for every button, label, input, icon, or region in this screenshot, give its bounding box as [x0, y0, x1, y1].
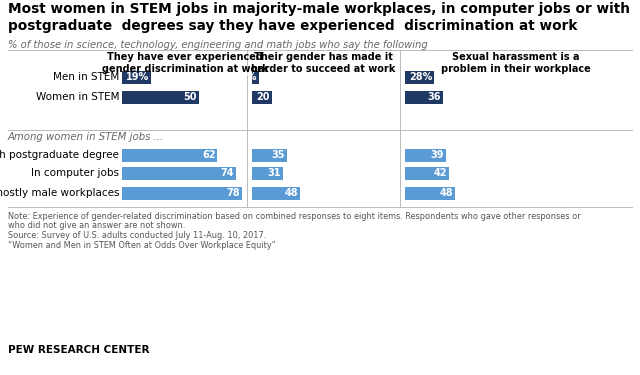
Text: Source: Survey of U.S. adults conducted July 11-Aug. 10, 2017.: Source: Survey of U.S. adults conducted … — [8, 231, 266, 240]
Text: who did not give an answer are not shown.: who did not give an answer are not shown… — [8, 222, 185, 231]
Text: 36: 36 — [428, 92, 441, 102]
Text: 39: 39 — [431, 150, 444, 160]
FancyBboxPatch shape — [252, 90, 272, 104]
Text: In computer jobs: In computer jobs — [31, 168, 119, 178]
FancyBboxPatch shape — [405, 186, 456, 200]
Text: 20: 20 — [257, 92, 270, 102]
Text: “Women and Men in STEM Often at Odds Over Workplace Equity”: “Women and Men in STEM Often at Odds Ove… — [8, 240, 276, 249]
Text: 78: 78 — [227, 188, 240, 198]
FancyBboxPatch shape — [252, 148, 287, 162]
FancyBboxPatch shape — [122, 186, 242, 200]
FancyBboxPatch shape — [252, 186, 300, 200]
Text: They have ever experienced
gender discrimination at work: They have ever experienced gender discri… — [102, 52, 268, 74]
Text: Men in STEM: Men in STEM — [52, 72, 119, 82]
Text: 19%: 19% — [126, 72, 149, 82]
Text: With postgraduate degree: With postgraduate degree — [0, 150, 119, 160]
Text: In mostly male workplaces: In mostly male workplaces — [0, 188, 119, 198]
FancyBboxPatch shape — [405, 166, 449, 180]
Text: % of those in science, technology, engineering and math jobs who say the followi: % of those in science, technology, engin… — [8, 40, 428, 50]
Text: 35: 35 — [271, 150, 285, 160]
FancyBboxPatch shape — [405, 90, 443, 104]
Text: 74: 74 — [220, 168, 234, 178]
FancyBboxPatch shape — [122, 70, 151, 84]
FancyBboxPatch shape — [122, 148, 218, 162]
Text: Among women in STEM jobs ...: Among women in STEM jobs ... — [8, 132, 164, 142]
FancyBboxPatch shape — [122, 166, 236, 180]
FancyBboxPatch shape — [252, 70, 259, 84]
Text: 48: 48 — [284, 188, 298, 198]
Text: 50: 50 — [184, 92, 197, 102]
Text: Note: Experience of gender-related discrimination based on combined responses to: Note: Experience of gender-related discr… — [8, 212, 580, 221]
Text: 31: 31 — [268, 168, 281, 178]
Text: 28%: 28% — [409, 72, 433, 82]
Text: 62: 62 — [202, 150, 216, 160]
FancyBboxPatch shape — [405, 148, 446, 162]
Text: Most women in STEM jobs in majority-male workplaces, in computer jobs or with
po: Most women in STEM jobs in majority-male… — [8, 2, 630, 33]
Text: 7%: 7% — [241, 72, 257, 82]
Text: Their gender has made it
harder to succeed at work: Their gender has made it harder to succe… — [251, 52, 395, 74]
FancyBboxPatch shape — [122, 90, 199, 104]
Text: 42: 42 — [434, 168, 447, 178]
Text: 48: 48 — [440, 188, 453, 198]
Text: Sexual harassment is a
problem in their workplace: Sexual harassment is a problem in their … — [441, 52, 591, 74]
FancyBboxPatch shape — [252, 166, 283, 180]
Text: PEW RESEARCH CENTER: PEW RESEARCH CENTER — [8, 345, 150, 355]
FancyBboxPatch shape — [405, 70, 435, 84]
Text: Women in STEM: Women in STEM — [35, 92, 119, 102]
